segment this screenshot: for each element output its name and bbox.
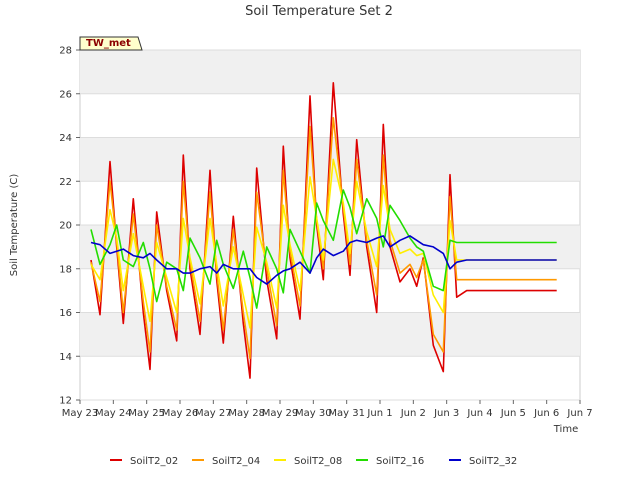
x-tick-label: Jun 1 — [366, 408, 392, 419]
annotation-label: TW_met — [86, 38, 131, 49]
legend-label: SoilT2_16 — [376, 456, 424, 467]
y-tick-label: 22 — [59, 177, 72, 188]
y-tick-label: 28 — [59, 46, 72, 57]
y-tick-label: 12 — [59, 396, 72, 407]
legend-label: SoilT2_04 — [212, 456, 260, 467]
chart-title: Soil Temperature Set 2 — [245, 4, 393, 19]
x-tick-label: Jun 3 — [433, 408, 459, 419]
y-tick-label: 16 — [59, 308, 72, 319]
series-line-soilt2-16 — [90, 189, 557, 309]
x-tick-label: May 27 — [195, 408, 232, 419]
series-line-soilt2-04 — [90, 117, 557, 360]
y-ticks: 12 14 16 18 20 22 24 26 28 — [59, 46, 80, 407]
y-tick-label: 18 — [59, 264, 72, 275]
x-tick-label: Jun 4 — [466, 408, 492, 419]
series-group — [90, 82, 557, 379]
x-tick-label: Jun 5 — [500, 408, 526, 419]
annotation-tag: TW_met — [79, 36, 143, 51]
series-line-soilt2-02 — [90, 82, 557, 379]
x-tick-label: May 31 — [328, 408, 365, 419]
legend-label: SoilT2_32 — [469, 456, 517, 467]
y-tick-label: 26 — [59, 89, 72, 100]
legend-label: SoilT2_08 — [294, 456, 342, 467]
grid-bands — [80, 50, 580, 357]
legend-label: SoilT2_02 — [130, 456, 178, 467]
legend: SoilT2_02 SoilT2_04 SoilT2_08 SoilT2_16 Soil… — [110, 456, 517, 467]
x-tick-label: Jun 2 — [400, 408, 426, 419]
y-tick-label: 14 — [59, 352, 72, 363]
x-tick-label: May 24 — [95, 408, 132, 419]
grid-band — [80, 50, 580, 94]
x-tick-label: Jun 6 — [533, 408, 559, 419]
series-line-soilt2-32 — [90, 235, 557, 285]
y-tick-label: 20 — [59, 221, 72, 232]
x-tick-label: Jun 7 — [566, 408, 592, 419]
x-tick-label: May 28 — [228, 408, 265, 419]
x-tick-label: May 26 — [162, 408, 199, 419]
x-tick-label: May 23 — [62, 408, 99, 419]
y-tick-label: 24 — [59, 133, 72, 144]
x-tick-label: May 25 — [128, 408, 165, 419]
x-tick-label: May 30 — [295, 408, 332, 419]
grid-band — [80, 312, 580, 357]
y-axis-label: Soil Temperature (C) — [9, 174, 20, 277]
x-tick-label: May 29 — [262, 408, 299, 419]
x-axis-label: Time — [553, 424, 578, 435]
